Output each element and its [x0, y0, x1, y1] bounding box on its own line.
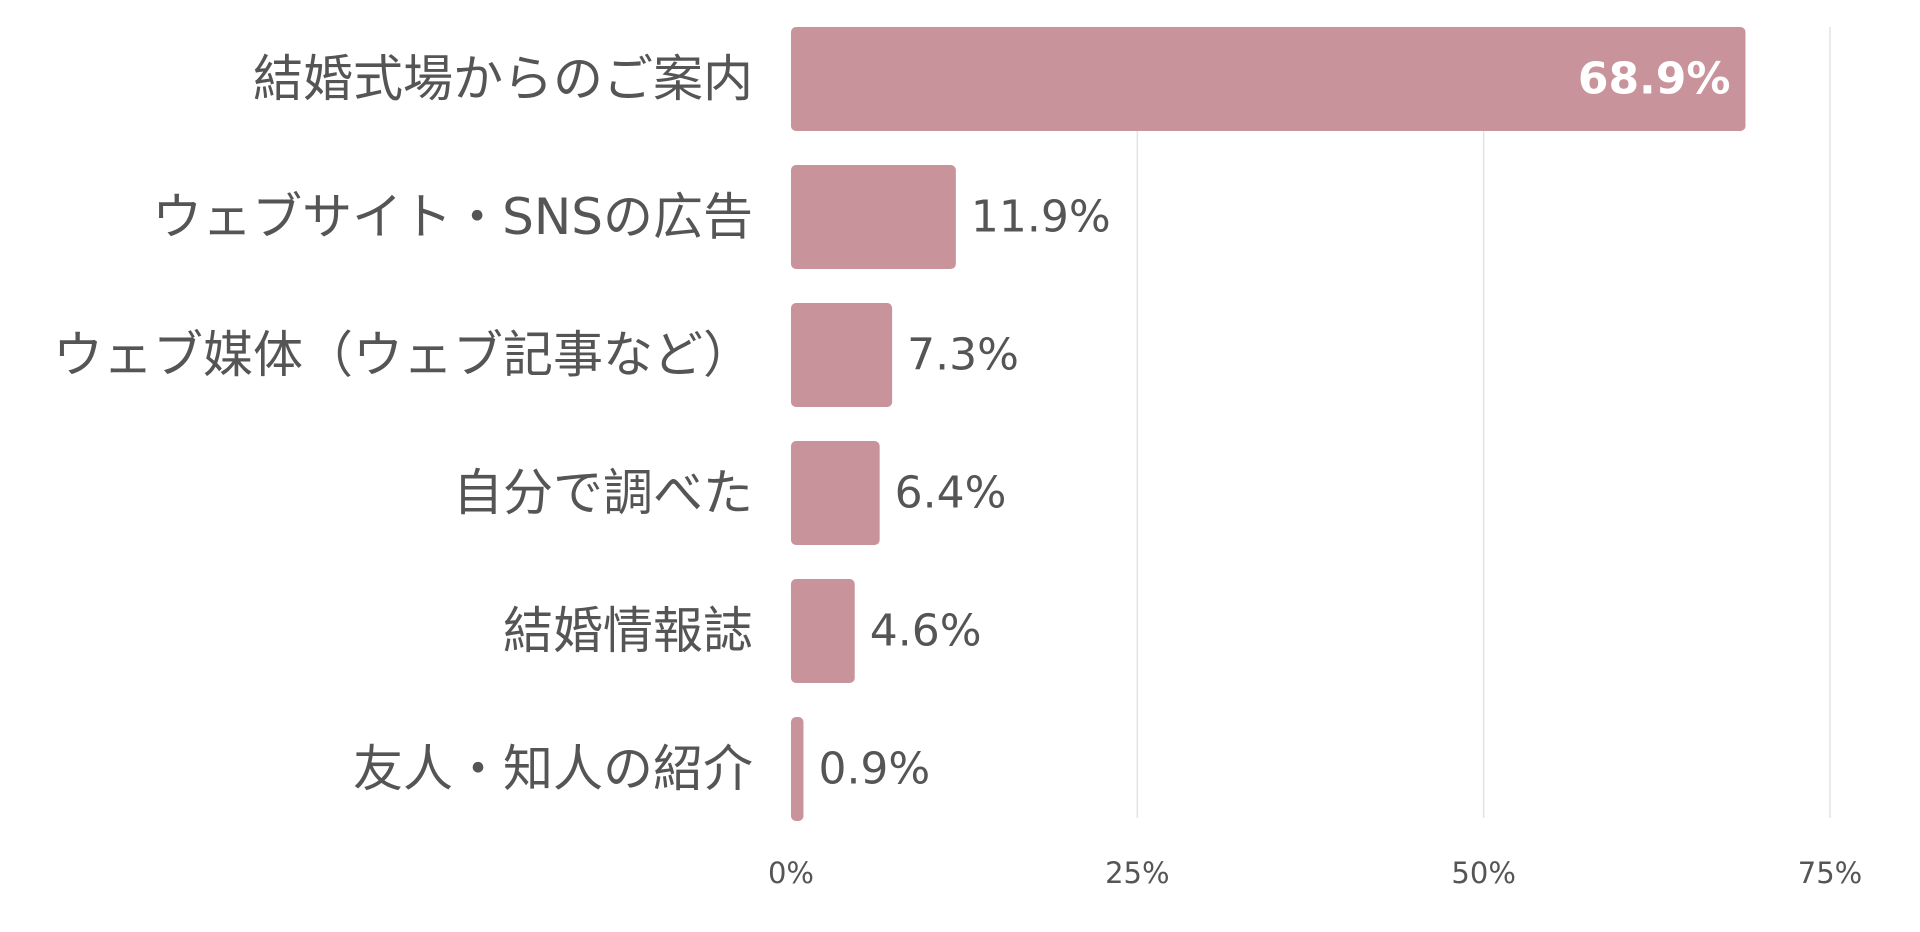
value-label: 6.4% — [895, 468, 1007, 519]
category-label: 結婚情報誌 — [503, 602, 753, 660]
bar — [791, 165, 956, 269]
bar — [791, 27, 1746, 131]
category-label: 友人・知人の紹介 — [353, 740, 753, 798]
x-tick-label: 25% — [1105, 856, 1169, 890]
grid-lines — [1136, 27, 1831, 818]
bar — [791, 303, 893, 407]
bar — [791, 717, 804, 821]
category-label: 自分で調べた — [453, 464, 753, 522]
value-label: 7.3% — [907, 330, 1019, 381]
x-tick-label: 50% — [1451, 856, 1515, 890]
category-label: 結婚式場からのご案内 — [253, 50, 753, 108]
category-label: ウェブ媒体（ウェブ記事など） — [53, 326, 753, 384]
x-tick-label: 75% — [1798, 856, 1862, 890]
x-tick-label: 0% — [768, 856, 814, 890]
value-labels: 68.9% 11.9% 7.3% 6.4% 4.6% 0.9% — [818, 54, 1730, 795]
bars — [791, 27, 1746, 821]
value-label: 0.9% — [818, 744, 930, 795]
value-label: 4.6% — [870, 606, 982, 657]
value-label: 11.9% — [971, 192, 1111, 243]
bar — [791, 579, 855, 683]
value-label: 68.9% — [1578, 54, 1731, 105]
bar — [791, 441, 880, 545]
category-label: ウェブサイト・SNSの広告 — [152, 188, 753, 246]
x-axis-ticks: 0% 25% 50% 75% — [768, 856, 1862, 890]
